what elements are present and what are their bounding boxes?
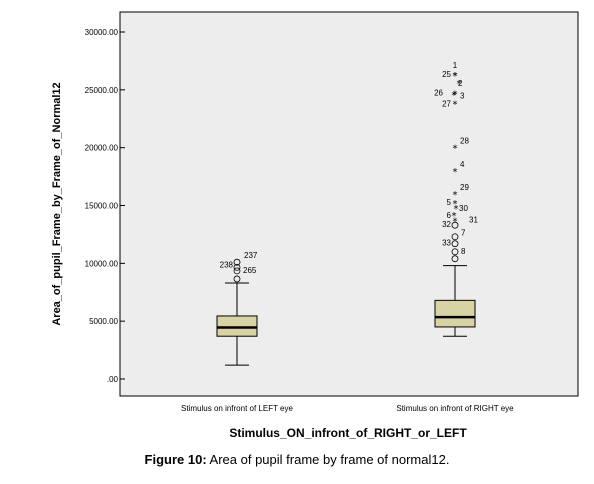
- outlier-star: *: [452, 90, 457, 101]
- outlier-star: *: [453, 100, 458, 111]
- outlier-circle: [233, 267, 241, 275]
- y-tick-label: 30000.00: [85, 28, 119, 37]
- outlier-circle: [233, 275, 241, 283]
- outlier-label: 27: [442, 100, 451, 109]
- outlier-label: 5: [447, 198, 452, 207]
- outlier-star: *: [453, 190, 458, 201]
- outlier-label: 3: [460, 91, 465, 100]
- outlier-label: 30: [459, 204, 468, 213]
- caption-prefix: Figure 10:: [144, 452, 207, 467]
- outlier-star: *: [453, 199, 458, 210]
- x-axis-ticks: Stimulus on infront of LEFT eye Stimulus …: [181, 404, 514, 413]
- outlier-label: 265: [243, 266, 257, 275]
- x-tick-label: Stimulus on infront of LEFT eye: [181, 404, 293, 413]
- box: [434, 299, 476, 328]
- outlier-label: 25: [442, 70, 451, 79]
- outlier-circle: [451, 248, 459, 256]
- y-axis-label: Area_of_pupil_Frame_by_Frame_of_Normal12: [51, 82, 63, 325]
- outlier-star: *: [457, 79, 462, 90]
- y-tick-label: 5000.00: [89, 317, 118, 326]
- outlier-circle: [233, 263, 241, 271]
- outlier-label: 6: [447, 211, 452, 220]
- outlier-star: *: [453, 217, 458, 228]
- outlier-star: *: [453, 71, 458, 82]
- y-tick-label: .00: [107, 375, 119, 384]
- outlier-label: 28: [460, 137, 469, 146]
- outlier-label: 31: [469, 216, 478, 225]
- outlier-circle: [451, 240, 459, 248]
- y-tick-label: 15000.00: [85, 202, 119, 211]
- outlier-star: *: [453, 71, 458, 82]
- outlier-label: 32: [442, 220, 451, 229]
- y-tick-label: 25000.00: [85, 86, 119, 95]
- caption-text: Area of pupil frame by frame of normal12…: [206, 452, 450, 467]
- outlier-label: 1: [453, 61, 458, 70]
- outlier-label: 7: [461, 229, 466, 238]
- outlier-star: *: [454, 204, 459, 215]
- y-axis-ticks: .00 5000.00 10000.00 15000.00 20000.00 25000.…: [85, 28, 125, 384]
- outlier-circle: [233, 258, 241, 266]
- outlier-label: 8: [461, 247, 466, 256]
- y-tick-label: 20000.00: [85, 144, 119, 153]
- outlier-circle: [451, 221, 459, 229]
- outlier-label: 33: [442, 239, 451, 248]
- outlier-star: *: [453, 144, 458, 155]
- outlier-label: 237: [244, 251, 258, 260]
- x-tick-label: Stimulus on infront of RIGHT eye: [396, 404, 514, 413]
- boxes: [216, 265, 476, 366]
- outlier-star: *: [452, 211, 457, 222]
- outlier-label: 4: [460, 160, 465, 169]
- outlier-label: 238: [220, 260, 234, 269]
- outlier-label: 26: [434, 88, 443, 97]
- figure-caption: Figure 10: Area of pupil frame by frame …: [0, 452, 594, 467]
- x-axis-label: Stimulus_ON_infront_of_RIGHT_or_LEFT: [229, 426, 467, 440]
- outlier-label: 29: [460, 183, 469, 192]
- outlier-circle: [451, 255, 459, 263]
- outlier-star: *: [453, 167, 458, 178]
- y-tick-label: 10000.00: [85, 259, 119, 268]
- box: [216, 315, 258, 337]
- outlier-label: 2: [458, 79, 463, 88]
- outlier-circle: [451, 233, 459, 241]
- outlier-star: *: [453, 89, 458, 100]
- plot-area: [119, 11, 579, 397]
